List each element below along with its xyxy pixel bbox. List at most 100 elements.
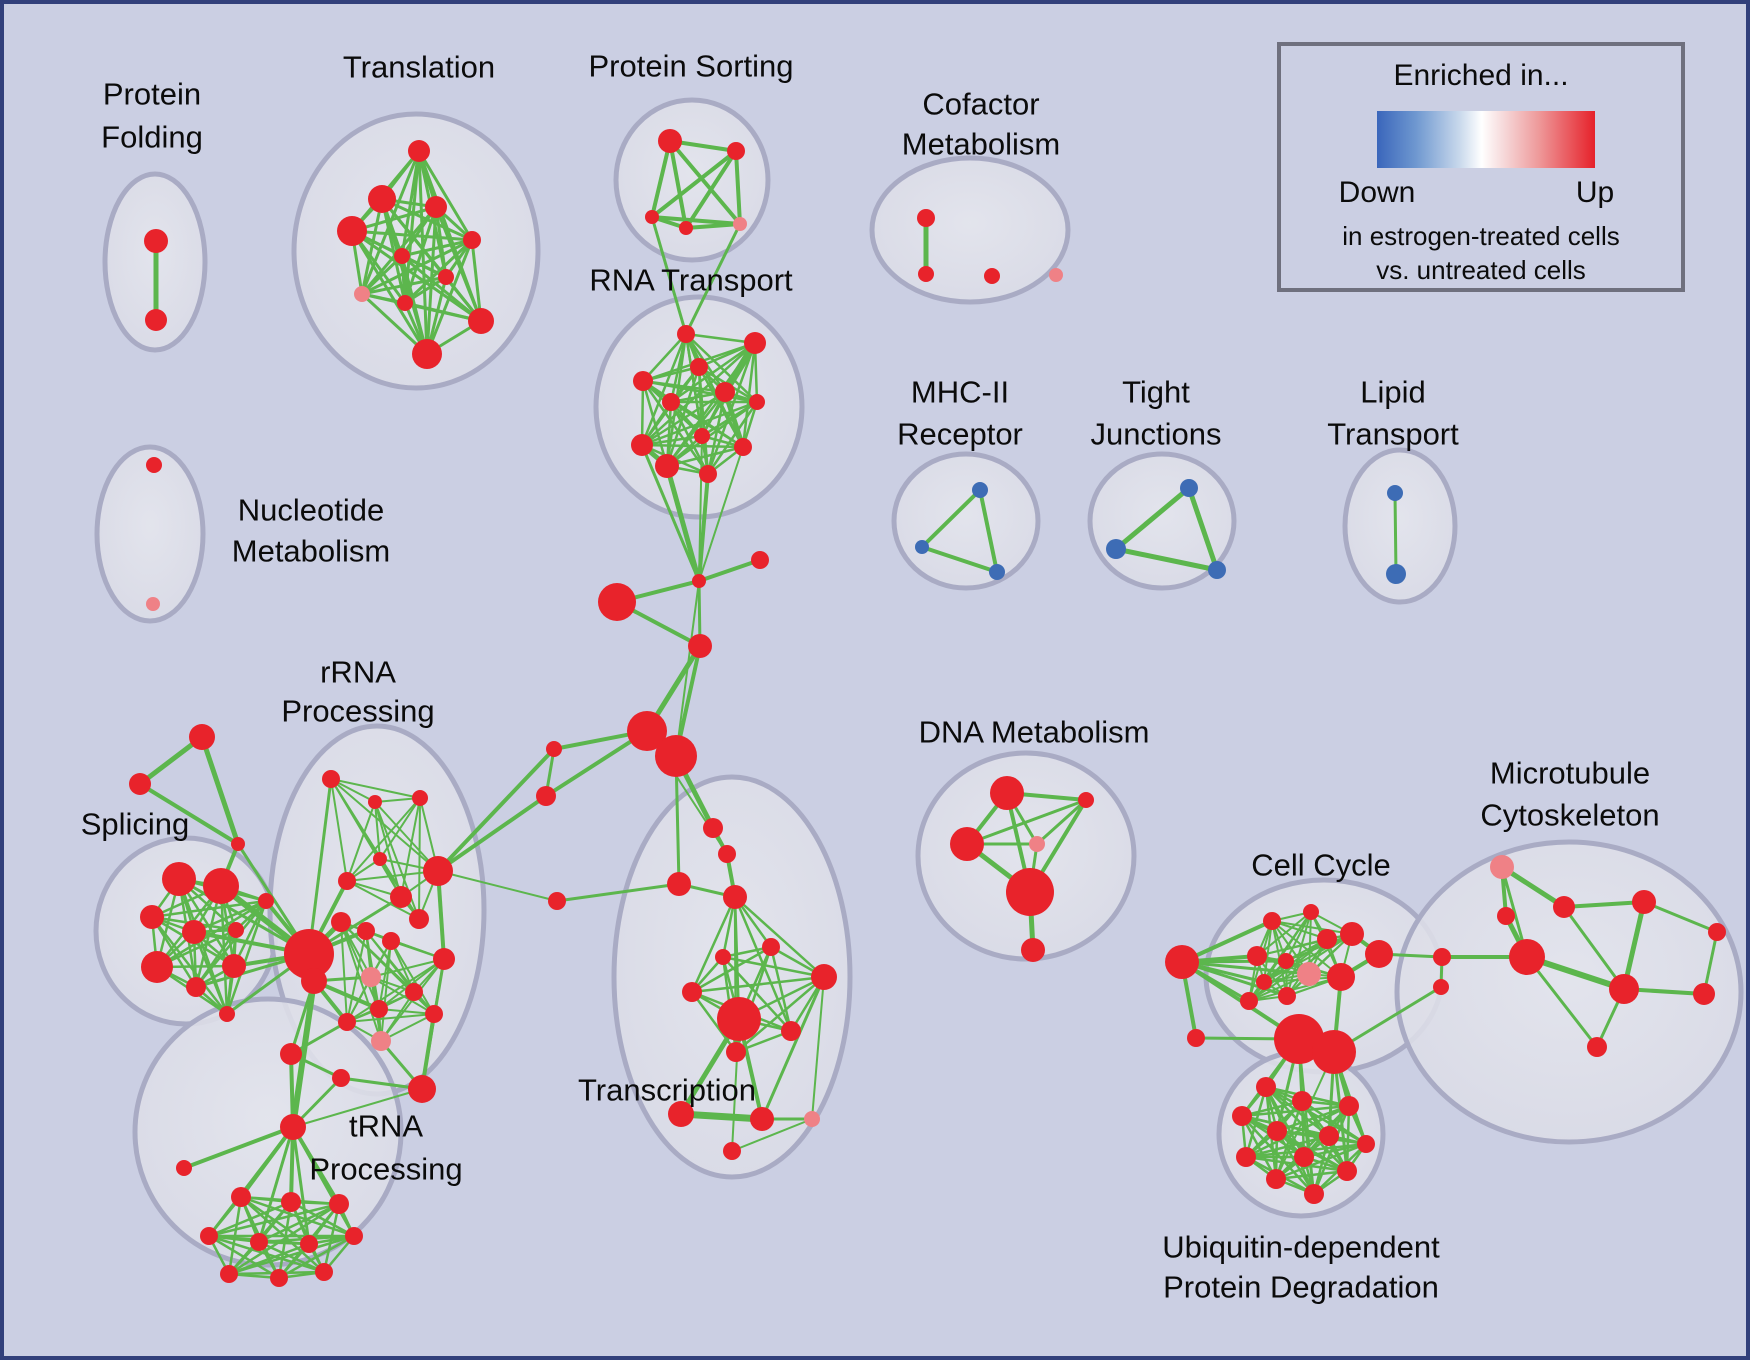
node-156[interactable] (1236, 1147, 1256, 1167)
node-35[interactable] (915, 540, 929, 554)
node-91[interactable] (281, 1192, 301, 1212)
node-149[interactable] (1256, 1077, 1276, 1097)
node-41[interactable] (1386, 564, 1406, 584)
node-84[interactable] (371, 1031, 391, 1051)
node-114[interactable] (804, 1111, 820, 1127)
node-137[interactable] (1187, 1029, 1205, 1047)
node-25[interactable] (694, 428, 710, 444)
network-canvas[interactable]: Protein Folding Translation Protein Sorting… (4, 4, 1750, 1364)
node-117[interactable] (1078, 792, 1094, 808)
node-50[interactable] (546, 741, 562, 757)
node-155[interactable] (1357, 1135, 1375, 1153)
node-68[interactable] (412, 790, 428, 806)
node-89[interactable] (176, 1160, 192, 1176)
node-98[interactable] (270, 1269, 288, 1287)
node-45[interactable] (692, 574, 706, 588)
node-4[interactable] (425, 196, 447, 218)
node-64[interactable] (219, 1006, 235, 1022)
node-37[interactable] (1180, 479, 1198, 497)
node-115[interactable] (723, 1142, 741, 1160)
node-108[interactable] (682, 982, 702, 1002)
node-20[interactable] (633, 371, 653, 391)
node-77[interactable] (361, 967, 381, 987)
node-119[interactable] (1029, 836, 1045, 852)
node-100[interactable] (548, 892, 566, 910)
node-23[interactable] (715, 382, 735, 402)
node-125[interactable] (1317, 929, 1337, 949)
node-132[interactable] (1256, 974, 1272, 990)
node-81[interactable] (370, 1000, 388, 1018)
node-79[interactable] (433, 948, 455, 970)
node-33[interactable] (1049, 268, 1063, 282)
node-12[interactable] (412, 339, 442, 369)
node-153[interactable] (1267, 1121, 1287, 1141)
node-146[interactable] (1609, 974, 1639, 1004)
node-85[interactable] (280, 1043, 302, 1065)
node-8[interactable] (438, 269, 454, 285)
node-124[interactable] (1303, 904, 1319, 920)
node-94[interactable] (250, 1233, 268, 1251)
node-101[interactable] (667, 872, 691, 896)
node-109[interactable] (717, 997, 761, 1041)
node-159[interactable] (1266, 1169, 1286, 1189)
node-74[interactable] (331, 912, 351, 932)
node-36[interactable] (989, 564, 1005, 580)
node-104[interactable] (723, 885, 747, 909)
node-76[interactable] (382, 932, 400, 950)
node-0[interactable] (144, 229, 168, 253)
node-88[interactable] (280, 1114, 306, 1140)
node-51[interactable] (536, 786, 556, 806)
node-92[interactable] (329, 1194, 349, 1214)
node-3[interactable] (368, 185, 396, 213)
node-70[interactable] (284, 929, 334, 979)
node-30[interactable] (917, 209, 935, 227)
node-78[interactable] (409, 909, 429, 929)
node-26[interactable] (631, 434, 653, 456)
node-60[interactable] (141, 951, 173, 983)
node-131[interactable] (1327, 963, 1355, 991)
node-11[interactable] (468, 308, 494, 334)
node-134[interactable] (1433, 979, 1449, 995)
node-44[interactable] (751, 551, 769, 569)
node-152[interactable] (1232, 1106, 1252, 1126)
node-158[interactable] (1337, 1161, 1357, 1181)
node-61[interactable] (186, 977, 206, 997)
node-57[interactable] (140, 905, 164, 929)
node-7[interactable] (394, 248, 410, 264)
node-56[interactable] (203, 868, 239, 904)
node-9[interactable] (354, 286, 370, 302)
node-147[interactable] (1693, 983, 1715, 1005)
node-122[interactable] (1165, 945, 1199, 979)
node-154[interactable] (1319, 1126, 1339, 1146)
node-46[interactable] (598, 583, 636, 621)
node-48[interactable] (627, 711, 667, 751)
node-135[interactable] (1274, 1014, 1324, 1064)
node-123[interactable] (1263, 912, 1281, 930)
node-136[interactable] (1312, 1030, 1356, 1074)
node-67[interactable] (368, 795, 382, 809)
node-58[interactable] (182, 920, 206, 944)
node-1[interactable] (145, 309, 167, 331)
node-87[interactable] (408, 1075, 436, 1103)
node-121[interactable] (1021, 938, 1045, 962)
node-42[interactable] (146, 457, 162, 473)
node-96[interactable] (345, 1227, 363, 1245)
node-139[interactable] (1278, 987, 1296, 1005)
node-59[interactable] (228, 922, 244, 938)
node-72[interactable] (338, 872, 356, 890)
node-16[interactable] (679, 221, 693, 235)
node-145[interactable] (1708, 923, 1726, 941)
node-13[interactable] (658, 129, 682, 153)
node-39[interactable] (1208, 561, 1226, 579)
node-127[interactable] (1365, 940, 1393, 968)
node-43[interactable] (146, 597, 160, 611)
node-143[interactable] (1509, 939, 1545, 975)
node-95[interactable] (300, 1235, 318, 1253)
node-86[interactable] (332, 1069, 350, 1087)
node-103[interactable] (718, 845, 736, 863)
node-144[interactable] (1632, 890, 1656, 914)
node-126[interactable] (1340, 922, 1364, 946)
node-55[interactable] (162, 862, 196, 896)
node-28[interactable] (655, 454, 679, 478)
node-38[interactable] (1106, 539, 1126, 559)
